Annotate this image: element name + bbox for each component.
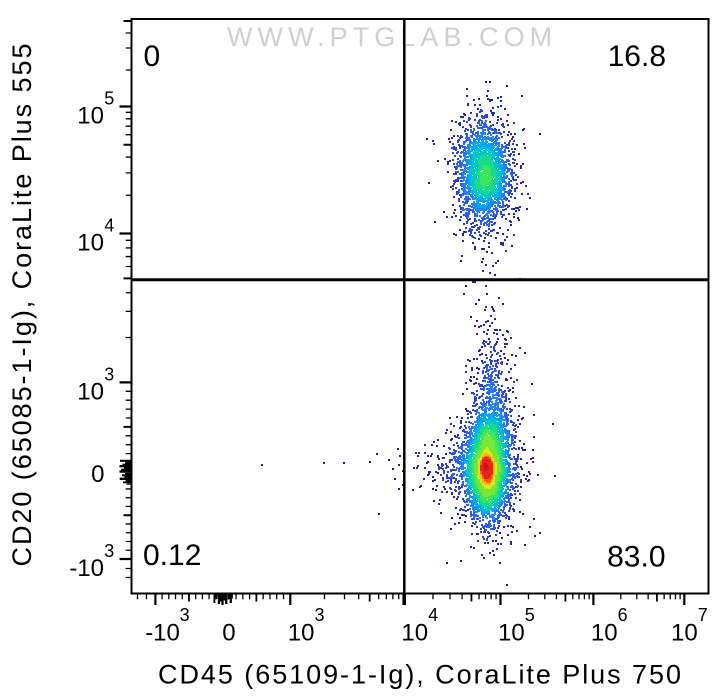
svg-text:10: 10 — [401, 620, 428, 647]
svg-text:CD45 (65109-1-Ig), CoraLite Pl: CD45 (65109-1-Ig), CoraLite Plus 750 — [158, 660, 683, 690]
svg-text:5: 5 — [104, 89, 114, 109]
svg-text:WWW.PTGLAB.COM: WWW.PTGLAB.COM — [227, 22, 557, 52]
svg-text:3: 3 — [180, 605, 190, 625]
svg-text:10: 10 — [498, 620, 525, 647]
svg-text:10: 10 — [77, 230, 104, 257]
svg-text:CD20 (65085-1-Ig), CoraLite Pl: CD20 (65085-1-Ig), CoraLite Plus 555 — [7, 42, 37, 567]
svg-text:10: 10 — [591, 620, 618, 647]
svg-text:10: 10 — [288, 620, 315, 647]
svg-text:10: 10 — [77, 103, 104, 130]
svg-text:3: 3 — [104, 541, 114, 561]
svg-text:4: 4 — [428, 605, 438, 625]
svg-text:10: 10 — [671, 620, 698, 647]
svg-text:7: 7 — [698, 605, 708, 625]
svg-text:0.12: 0.12 — [143, 539, 201, 572]
svg-text:16.8: 16.8 — [608, 40, 666, 73]
svg-text:3: 3 — [315, 605, 325, 625]
svg-text:-10: -10 — [69, 555, 104, 582]
svg-text:4: 4 — [104, 216, 114, 236]
svg-text:5: 5 — [525, 605, 535, 625]
svg-text:3: 3 — [104, 364, 114, 384]
svg-text:0: 0 — [144, 40, 161, 73]
svg-text:83.0: 83.0 — [607, 541, 665, 574]
svg-text:-10: -10 — [145, 620, 180, 647]
svg-text:0: 0 — [91, 461, 104, 488]
svg-text:10: 10 — [77, 378, 104, 405]
svg-text:6: 6 — [618, 605, 628, 625]
svg-text:0: 0 — [222, 620, 235, 647]
